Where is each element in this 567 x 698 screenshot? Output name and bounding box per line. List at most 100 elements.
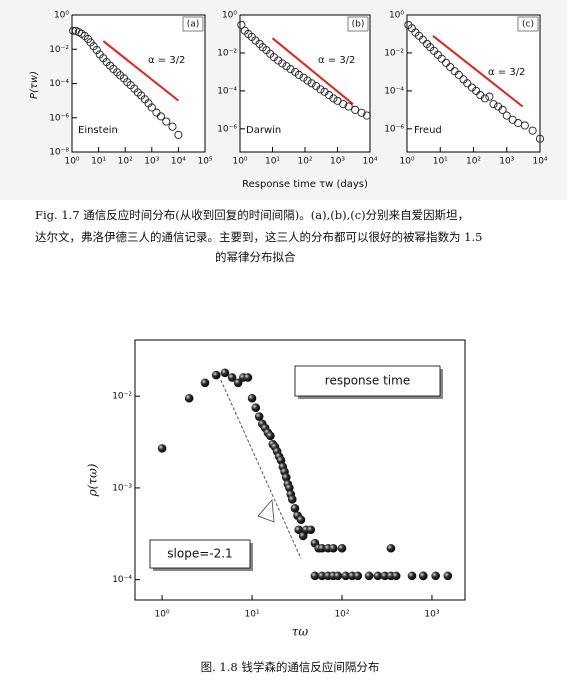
data-point [299, 73, 308, 82]
data-point [69, 26, 78, 35]
x-tick-label: 10³ [424, 610, 439, 620]
data-point [168, 122, 177, 131]
data-point [157, 444, 167, 453]
annotation: response time [325, 374, 410, 388]
annotation: slope=-2.1 [167, 547, 232, 561]
data-point [446, 63, 455, 72]
data-point [290, 503, 300, 513]
data-point [357, 108, 366, 117]
x-tick-label: 10⁴ [362, 157, 377, 167]
data-point [341, 571, 351, 581]
y-tick-label: 10⁻⁶ [384, 124, 404, 134]
data-point [418, 571, 428, 581]
x-tick-label: 10¹ [433, 157, 448, 167]
data-point [391, 571, 401, 581]
data-point [317, 571, 327, 581]
caption-line: 的幂律分布拟合 [215, 250, 296, 264]
data-point [535, 134, 545, 143]
x-tick-label: 10⁵ [197, 157, 212, 167]
y-tick-label: 10⁻² [112, 392, 132, 402]
x-tick-label: 10⁰ [64, 157, 79, 167]
x-tick-label: 10⁴ [532, 157, 547, 167]
y-tick-label: 10⁻² [49, 45, 69, 55]
data-point [296, 515, 306, 525]
x-tick-label: 10³ [499, 157, 514, 167]
slope-triangle [257, 499, 275, 523]
data-point [162, 117, 171, 126]
panel-label: (a) [187, 20, 200, 30]
data-point [310, 571, 320, 581]
data-point [306, 525, 316, 535]
x-axis-label: τω [292, 625, 309, 639]
y-tick-label: 10⁻⁶ [49, 113, 69, 123]
data-point [287, 495, 297, 504]
x-tick-label: 10³ [144, 157, 159, 167]
caption-line: 达尔文，弗洛伊德三人的通信记录。主要到，这三人的分布都可以很好的被幂指数为 1.… [35, 230, 482, 244]
data-point [463, 79, 472, 88]
data-point [329, 94, 338, 103]
y-tick-label: 10⁻² [217, 48, 237, 58]
data-point [243, 373, 253, 382]
y-axis-label: ρ(τω) [86, 463, 100, 497]
x-tick-label: 10⁰ [155, 610, 170, 620]
data-point [276, 456, 286, 465]
x-tick-label: 10¹ [91, 157, 106, 167]
caption-line: Fig. 1.7 通信反应时间分布(从收到回复的时间间隔)。(a),(b),(c… [35, 208, 469, 222]
y-tick-label: 10⁻³ [112, 483, 132, 493]
data-point [337, 543, 347, 553]
reference-line [102, 40, 180, 102]
data-point [227, 373, 237, 382]
panel-label: (b) [352, 20, 365, 30]
data-point [278, 59, 287, 68]
charts: 10⁰ 10¹ 10² 10³ 10⁴ 10⁵ 10⁰ 10⁻² 10⁻⁴ 10⁻⁶ 10⁻⁸ (a)… [49, 11, 548, 639]
x-tick-label: 10² [466, 157, 481, 167]
panel-label: (c) [522, 20, 534, 30]
data-point [316, 85, 325, 94]
data-point [364, 571, 374, 581]
annotation-box [294, 365, 441, 397]
data-point [156, 112, 165, 121]
annotation: α = 3/2 [488, 67, 525, 78]
plot-area [406, 14, 541, 153]
y-tick-label: 10⁻⁸ [49, 148, 69, 158]
data-point [274, 56, 283, 65]
panel-label-box [517, 16, 539, 32]
data-point [480, 94, 489, 103]
y-tick-label: 10⁰ [389, 11, 404, 21]
annotation-box [149, 539, 251, 569]
x-tick-label: 10² [297, 157, 312, 167]
data-point [113, 68, 122, 77]
y-tick-label: 10⁻⁴ [49, 79, 69, 89]
x-tick-label: 10² [118, 157, 133, 167]
data-point [294, 70, 303, 79]
data-point [92, 45, 101, 55]
x-tick-label: 10² [334, 610, 349, 620]
data-point [147, 103, 156, 112]
y-tick-label: 10⁻⁴ [384, 86, 404, 96]
data-point [328, 543, 338, 553]
data-point [333, 571, 343, 581]
x-tick-label: 10¹ [245, 610, 260, 620]
y-tick-label: 10⁰ [54, 11, 69, 21]
x-tick-label: 10⁴ [171, 157, 186, 167]
reference-line [432, 35, 524, 108]
plot-area [71, 14, 206, 153]
data-point [431, 571, 440, 581]
x-tick-label: 10⁰ [232, 157, 247, 167]
data-point [386, 543, 396, 553]
name-label: Einstein [78, 125, 118, 136]
panel-label-box [182, 16, 204, 32]
data-point [437, 54, 446, 63]
data-point [281, 473, 291, 482]
data-point [418, 35, 427, 44]
data-point [254, 412, 264, 421]
data-point [498, 105, 507, 114]
data-point [353, 571, 363, 581]
y-tick-label: 10⁻⁶ [217, 124, 237, 134]
y-axis-label: P(τw) [29, 71, 40, 99]
data-point [303, 76, 312, 85]
data-point [442, 58, 451, 67]
data-point [286, 65, 295, 74]
data-point [344, 102, 353, 111]
data-point [407, 571, 417, 581]
